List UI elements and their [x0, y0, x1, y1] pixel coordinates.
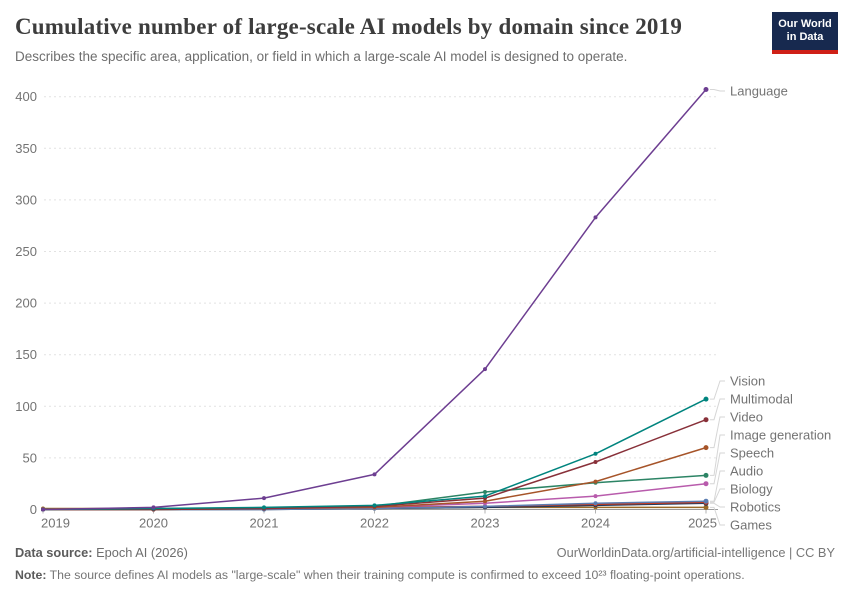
- data-point: [703, 498, 709, 504]
- data-point: [483, 504, 487, 509]
- footer-note: Note: The source defines AI models as "l…: [15, 568, 835, 582]
- series-label-audio[interactable]: Audio: [730, 464, 763, 479]
- data-point: [483, 490, 487, 494]
- chart-footer: Data source: Epoch AI (2026) OurWorldinD…: [15, 545, 835, 582]
- data-source-value: Epoch AI (2026): [96, 545, 188, 560]
- series-label-vision[interactable]: Vision: [730, 374, 765, 389]
- series-label-video[interactable]: Video: [730, 410, 763, 425]
- x-axis-tick-label: 2022: [360, 516, 389, 531]
- label-connector: [710, 416, 725, 449]
- y-axis-tick-label: 300: [15, 192, 37, 207]
- footer-note-label: Note:: [15, 568, 47, 582]
- data-point: [151, 505, 156, 510]
- label-connector: [710, 380, 725, 400]
- series-label-robotics[interactable]: Robotics: [730, 500, 781, 515]
- x-axis-tick-label: 2020: [139, 516, 168, 531]
- data-source: Data source: Epoch AI (2026): [15, 545, 188, 560]
- label-connector: [710, 470, 725, 502]
- footer-note-text: The source defines AI models as "large-s…: [49, 568, 745, 582]
- data-source-label: Data source:: [15, 545, 93, 560]
- series-line-vision: [42, 398, 707, 511]
- x-axis-tick-label: 2023: [471, 516, 500, 531]
- data-point: [593, 494, 598, 499]
- series-line-language: [42, 88, 707, 511]
- data-point: [262, 505, 266, 510]
- y-axis-tick-label: 50: [23, 450, 37, 465]
- series-label-image-generation[interactable]: Image generation: [730, 428, 831, 443]
- data-point: [703, 472, 709, 478]
- x-axis-tick-label: 2024: [581, 516, 610, 531]
- data-point: [593, 501, 598, 506]
- chart-canvas: 0 50 100 150 200 250 300 350 400 2019 2020 2021 2022…: [0, 80, 850, 540]
- owid-logo-line1: Our World: [778, 18, 832, 30]
- data-point: [483, 499, 487, 504]
- series-label-biology[interactable]: Biology: [730, 482, 773, 497]
- data-point: [703, 481, 709, 487]
- label-connector: [710, 434, 725, 476]
- label-connector: [710, 398, 725, 421]
- y-axis-tick-label: 400: [15, 89, 37, 104]
- x-axis-tick-label: 2025: [688, 516, 717, 531]
- label-connector: [710, 89, 725, 92]
- label-connector: [710, 452, 725, 485]
- chart-title: Cumulative number of large-scale AI mode…: [15, 14, 683, 39]
- data-point: [593, 460, 598, 464]
- data-point: [593, 215, 598, 220]
- y-axis-tick-label: 250: [15, 244, 37, 259]
- data-point: [703, 445, 709, 451]
- label-connector: [710, 506, 725, 526]
- x-axis-tick-label: 2019: [41, 516, 70, 531]
- data-point: [703, 417, 709, 423]
- line-chart: 0 50 100 150 200 250 300 350 400 2019 2020 2021 2022…: [15, 84, 831, 533]
- data-point: [483, 494, 487, 499]
- owid-cc-link[interactable]: OurWorldinData.org/artificial-intelligen…: [556, 545, 835, 560]
- y-axis-tick-label: 200: [15, 296, 37, 311]
- data-point: [703, 396, 709, 402]
- data-point: [262, 496, 266, 501]
- y-axis-tick-label: 350: [15, 141, 37, 156]
- chart-subtitle: Describes the specific area, application…: [15, 49, 628, 64]
- series-label-speech[interactable]: Speech: [730, 446, 774, 461]
- y-axis-tick-label: 150: [15, 347, 37, 362]
- data-point: [703, 87, 709, 92]
- data-point: [372, 503, 377, 508]
- data-point: [593, 451, 598, 456]
- series-label-games[interactable]: Games: [730, 518, 772, 533]
- series-label-language[interactable]: Language: [730, 84, 788, 99]
- label-connector: [710, 502, 725, 508]
- series-line-multimodal: [42, 418, 707, 511]
- owid-logo[interactable]: Our World in Data: [772, 12, 838, 54]
- data-point: [703, 504, 709, 510]
- owid-logo-line2: in Data: [786, 31, 824, 43]
- x-axis-tick-label: 2021: [250, 516, 279, 531]
- data-point: [41, 507, 45, 512]
- label-connector: [710, 488, 725, 503]
- y-axis-tick-label: 100: [15, 399, 37, 414]
- series-label-multimodal[interactable]: Multimodal: [730, 392, 793, 407]
- chart-header: Cumulative number of large-scale AI mode…: [15, 14, 760, 64]
- data-point: [372, 472, 377, 477]
- data-point: [483, 367, 487, 372]
- data-point: [593, 479, 598, 484]
- series-line-video: [42, 446, 707, 511]
- y-axis-tick-label: 0: [30, 502, 37, 517]
